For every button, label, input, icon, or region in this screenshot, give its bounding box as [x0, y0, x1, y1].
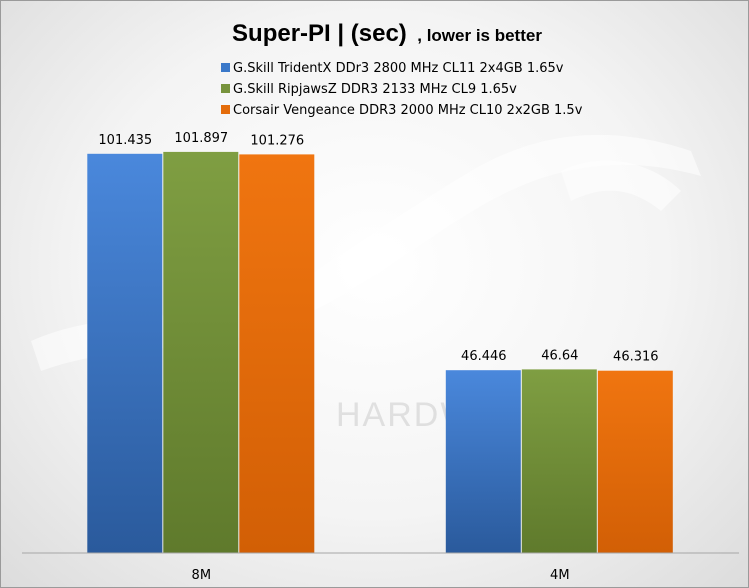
- legend-swatch-0: [221, 63, 230, 72]
- data-label-4M-series-1: 46.64: [541, 348, 578, 363]
- bars-group: [87, 151, 673, 554]
- bar-8M-series-1: [163, 151, 239, 553]
- bar-8M-series-2: [239, 154, 315, 553]
- bar-4M-series-0: [445, 370, 521, 553]
- data-label-8M-series-2: 101.276: [250, 133, 304, 148]
- data-labels-group: 101.435 101.897 101.276 46.446 46.64 46.316: [98, 131, 658, 365]
- legend-swatch-2: [221, 105, 230, 114]
- chart-subtitle: , lower is better: [417, 26, 542, 45]
- bar-8M-series-0: [87, 153, 163, 554]
- chart-title-line: Super-PI | (sec) , lower is better: [232, 20, 542, 47]
- x-tick-8M: 8M: [192, 568, 212, 583]
- legend-swatch-1: [221, 84, 230, 93]
- legend: G.Skill TridentX DDr3 2800 MHz CL11 2x4G…: [221, 61, 583, 118]
- data-label-4M-series-0: 46.446: [461, 349, 507, 364]
- x-tick-4M: 4M: [550, 568, 570, 583]
- x-tick-labels: 8M 4M: [192, 568, 570, 583]
- data-label-4M-series-2: 46.316: [613, 350, 659, 365]
- data-label-8M-series-1: 101.897: [174, 131, 228, 146]
- bar-4M-series-2: [597, 370, 673, 553]
- data-label-8M-series-0: 101.435: [98, 133, 152, 148]
- legend-label-2: Corsair Vengeance DDR3 2000 MHz CL10 2x2…: [233, 103, 583, 118]
- legend-label-0: G.Skill TridentX DDr3 2800 MHz CL11 2x4G…: [233, 61, 564, 76]
- chart-title: Super-PI | (sec): [232, 20, 407, 47]
- legend-label-1: G.Skill RipjawsZ DDR3 2133 MHz CL9 1.65v: [233, 82, 517, 97]
- bar-4M-series-1: [521, 369, 597, 553]
